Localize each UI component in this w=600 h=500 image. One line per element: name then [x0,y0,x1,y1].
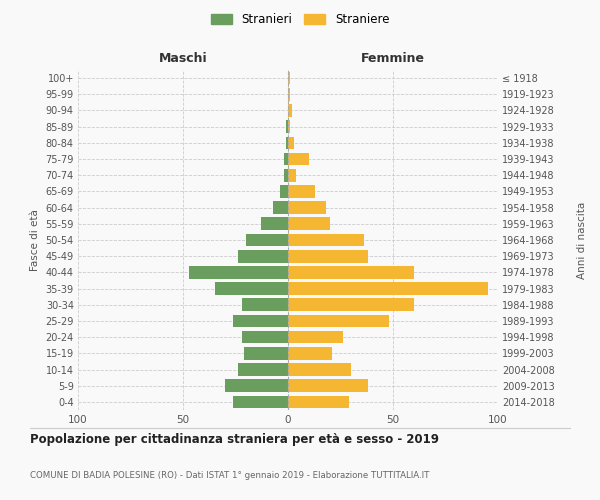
Bar [288,250,368,262]
Bar [288,396,349,408]
Bar [238,363,288,376]
Bar [274,202,288,214]
Bar [288,234,364,246]
Bar [288,347,332,360]
Bar [288,88,290,101]
Bar [288,331,343,344]
Bar [280,185,288,198]
Bar [215,282,288,295]
Bar [288,298,414,311]
Bar [244,347,288,360]
Bar [288,72,290,85]
Bar [288,104,292,117]
Bar [242,331,288,344]
Bar [225,380,288,392]
Text: Maschi: Maschi [158,52,208,65]
Legend: Stranieri, Straniere: Stranieri, Straniere [206,8,394,31]
Bar [189,266,288,278]
Bar [288,282,488,295]
Bar [288,380,368,392]
Bar [284,169,288,181]
Text: Popolazione per cittadinanza straniera per età e sesso - 2019: Popolazione per cittadinanza straniera p… [30,432,439,446]
Text: COMUNE DI BADIA POLESINE (RO) - Dati ISTAT 1° gennaio 2019 - Elaborazione TUTTIT: COMUNE DI BADIA POLESINE (RO) - Dati IST… [30,470,430,480]
Bar [288,218,330,230]
Text: Femmine: Femmine [361,52,425,65]
Bar [238,250,288,262]
Bar [288,120,290,133]
Bar [288,202,326,214]
Bar [288,266,414,278]
Bar [246,234,288,246]
Bar [233,314,288,328]
Bar [284,152,288,166]
Bar [286,136,288,149]
Bar [242,298,288,311]
Bar [260,218,288,230]
Bar [233,396,288,408]
Bar [286,120,288,133]
Bar [288,185,316,198]
Text: Anni di nascita: Anni di nascita [577,202,587,278]
Bar [288,152,309,166]
Bar [288,136,295,149]
Bar [288,314,389,328]
Bar [288,169,296,181]
Bar [288,363,351,376]
Y-axis label: Fasce di età: Fasce di età [30,209,40,271]
